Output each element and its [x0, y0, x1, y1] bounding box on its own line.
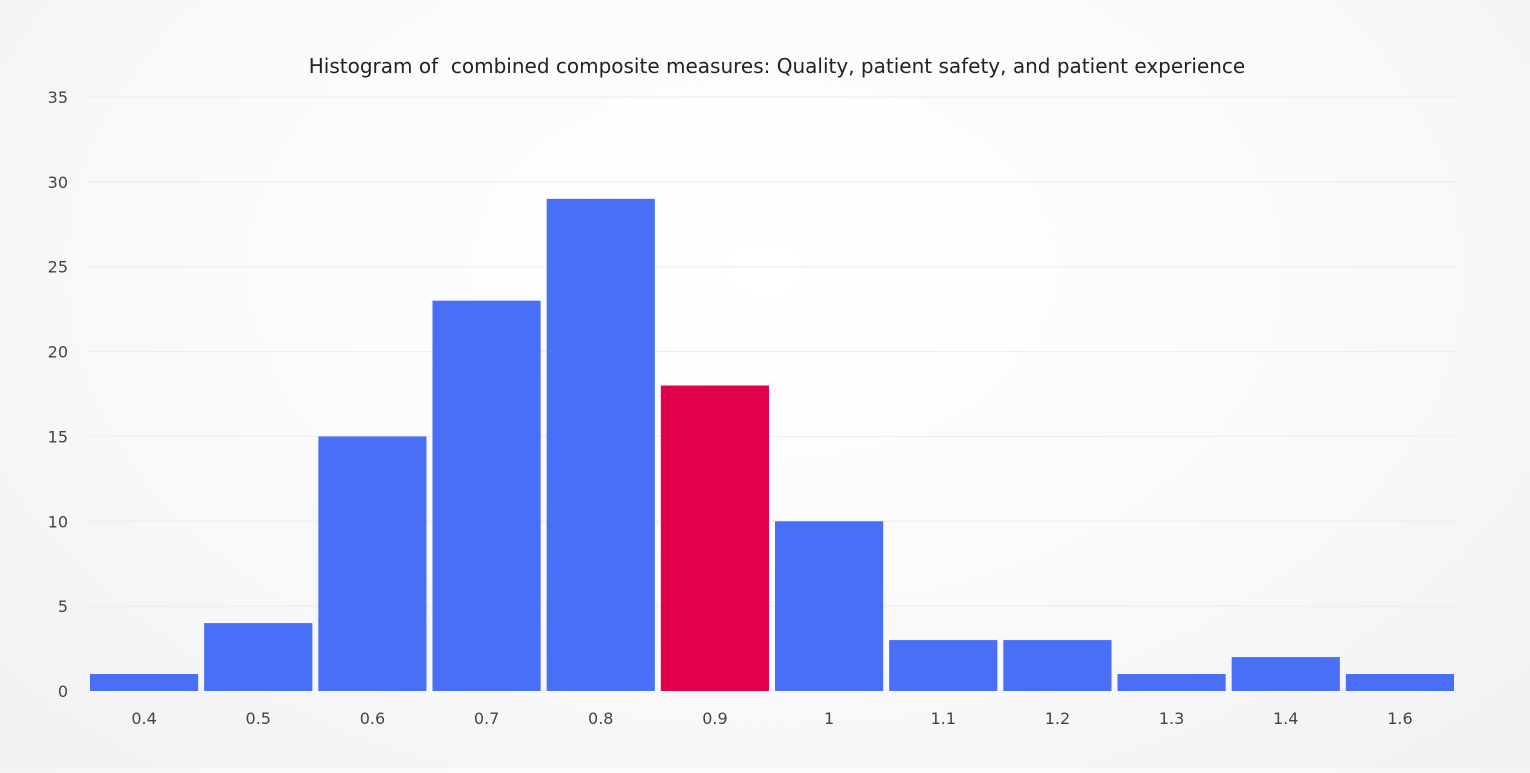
y-tick-label: 25: [48, 258, 68, 277]
histogram-bar: [90, 674, 199, 691]
y-tick-label: 35: [48, 88, 68, 107]
y-axis: 0 5 10 15 20 25 30 35: [48, 88, 68, 701]
x-tick-label: 1.4: [1273, 709, 1298, 728]
histogram-bar: [660, 385, 769, 691]
x-tick-label: 0.9: [702, 709, 727, 728]
histogram-bar: [1117, 674, 1226, 691]
y-tick-label: 5: [58, 597, 68, 616]
x-tick-label: 0.6: [360, 709, 385, 728]
histogram-bar: [1231, 657, 1340, 691]
y-tick-label: 0: [58, 682, 68, 701]
x-tick-label: 0.5: [246, 709, 271, 728]
x-axis: 0.4 0.5 0.6 0.7 0.8 0.9 1 1.1 1.2 1.3 1.4 1.6: [131, 709, 1412, 728]
y-tick-label: 20: [48, 343, 68, 362]
x-tick-label: 1.2: [1045, 709, 1070, 728]
x-tick-label: 0.4: [131, 709, 156, 728]
chart-title: Histogram of combined composite measures…: [309, 54, 1245, 78]
histogram-bar: [1345, 674, 1454, 691]
histogram-bar: [204, 623, 313, 691]
x-tick-label: 1: [824, 709, 834, 728]
y-tick-label: 30: [48, 173, 68, 192]
y-tick-label: 10: [48, 512, 68, 531]
y-tick-label: 15: [48, 427, 68, 446]
histogram-bar: [1003, 640, 1112, 691]
grid-layer: [87, 96, 1457, 607]
histogram-bar: [546, 198, 655, 692]
histogram-bar: [432, 300, 541, 691]
histogram-bar: [889, 640, 998, 691]
x-tick-label: 0.7: [474, 709, 499, 728]
bar-layer: [90, 198, 1454, 692]
x-tick-label: 1.1: [931, 709, 956, 728]
x-tick-label: 0.8: [588, 709, 613, 728]
histogram-bar: [318, 436, 427, 691]
x-tick-label: 1.6: [1387, 709, 1412, 728]
x-tick-label: 1.3: [1159, 709, 1184, 728]
histogram-bar: [775, 521, 884, 691]
